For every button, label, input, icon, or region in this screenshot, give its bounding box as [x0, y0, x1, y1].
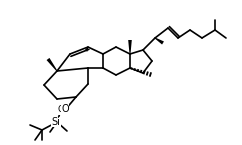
Text: Si: Si — [53, 117, 61, 126]
Text: O: O — [58, 106, 64, 115]
Polygon shape — [155, 38, 164, 45]
Polygon shape — [85, 47, 88, 52]
Polygon shape — [128, 40, 132, 54]
Text: Si: Si — [52, 117, 60, 127]
Polygon shape — [46, 58, 57, 71]
Text: O: O — [61, 104, 69, 114]
